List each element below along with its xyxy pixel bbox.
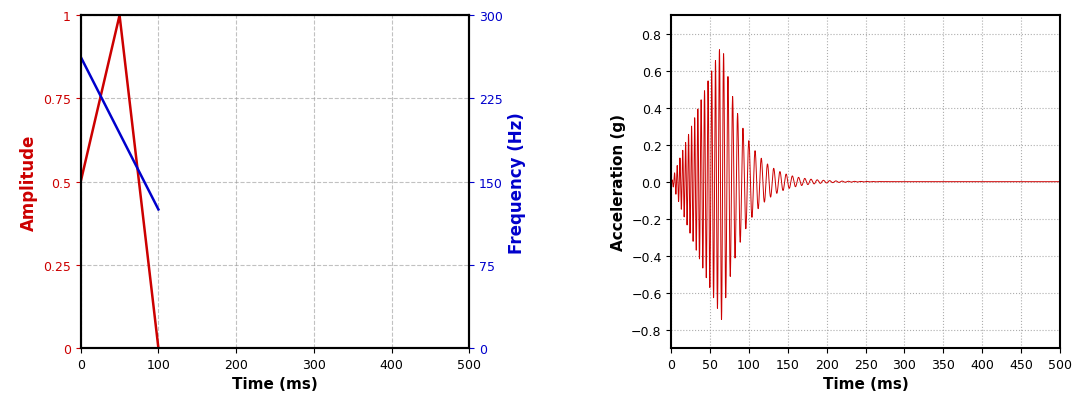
X-axis label: Time (ms): Time (ms)	[232, 377, 317, 392]
Y-axis label: Frequency (Hz): Frequency (Hz)	[508, 111, 526, 253]
Y-axis label: Acceleration (g): Acceleration (g)	[610, 114, 625, 251]
Y-axis label: Amplitude: Amplitude	[19, 134, 38, 230]
X-axis label: Time (ms): Time (ms)	[823, 377, 908, 392]
